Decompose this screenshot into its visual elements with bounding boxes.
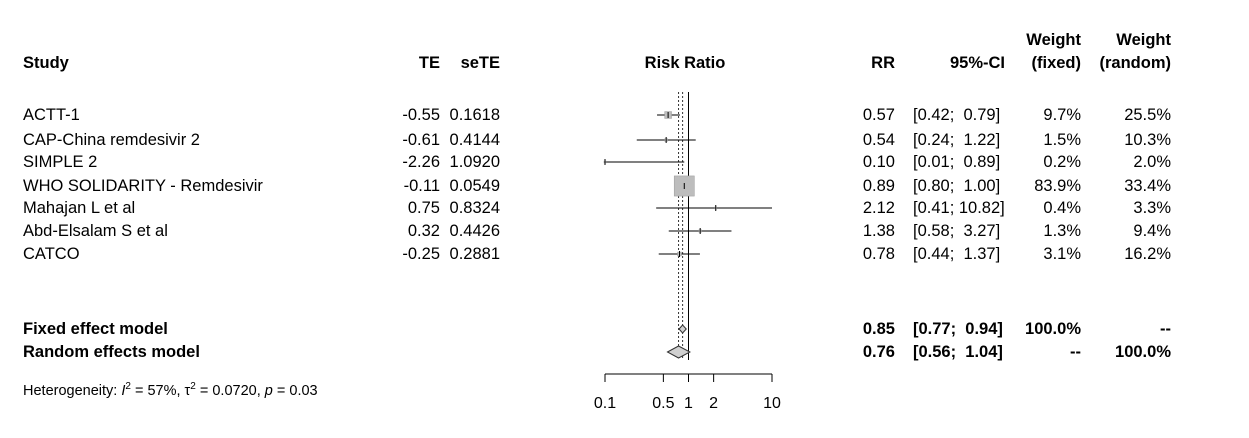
summaries-1-wr: 100.0% [1115, 343, 1171, 361]
studies-2-wf: 0.2% [1043, 153, 1081, 171]
studies-4-sete: 0.8324 [449, 199, 500, 217]
studies-1-ci: [0.24; 1.22] [913, 131, 1001, 149]
studies-3-ci: [0.80; 1.00] [913, 177, 1001, 195]
studies-4-wr: 3.3% [1133, 199, 1171, 217]
header-weight-random: Weight [1116, 31, 1171, 49]
studies-3-rr: 0.89 [862, 177, 895, 195]
studies-2-ci: [0.01; 0.89] [913, 153, 1001, 171]
summaries-1-ci: [0.56; 1.04] [913, 343, 1003, 361]
studies-0-wr: 25.5% [1124, 106, 1171, 124]
studies-3-te: -0.11 [403, 177, 440, 195]
header-weight-random-sub: (random) [1099, 54, 1172, 72]
studies-1-sete: 0.4144 [449, 131, 500, 149]
studies-5-ci: [0.58; 3.27] [913, 222, 1001, 240]
x-tick-label-0: 0.1 [594, 395, 616, 412]
studies-5-rr: 1.38 [862, 222, 895, 240]
studies-6-ci: [0.44; 1.37] [913, 245, 1001, 263]
studies-5-te: 0.32 [407, 222, 440, 240]
studies-4-rr: 2.12 [862, 199, 895, 217]
studies-1-rr: 0.54 [862, 131, 895, 149]
studies-5-sete: 0.4426 [449, 222, 500, 240]
summary-diamond-1 [666, 345, 691, 359]
studies-6-wr: 16.2% [1124, 245, 1171, 263]
studies-2-te: -2.26 [402, 153, 440, 171]
studies-1-wr: 10.3% [1124, 131, 1171, 149]
header-sete: seTE [460, 54, 500, 72]
studies-3-wr: 33.4% [1124, 177, 1171, 195]
studies-0-name: ACTT-1 [23, 106, 80, 124]
studies-6-name: CATCO [23, 245, 80, 263]
header-te: TE [418, 54, 440, 72]
studies-3-name: WHO SOLIDARITY - Remdesivir [23, 177, 263, 195]
studies-0-te: -0.55 [402, 106, 440, 124]
studies-6-wf: 3.1% [1043, 245, 1081, 263]
studies-6-rr: 0.78 [862, 245, 895, 263]
studies-4-name: Mahajan L et al [23, 199, 136, 217]
summaries-0-name: Fixed effect model [23, 320, 168, 338]
studies-4-te: 0.75 [407, 199, 440, 217]
x-tick-label-4: 10 [763, 395, 781, 412]
summaries-0-rr: 0.85 [862, 320, 895, 338]
studies-0-ci: [0.42; 0.79] [913, 106, 1001, 124]
studies-5-wf: 1.3% [1043, 222, 1081, 240]
studies-2-name: SIMPLE 2 [23, 153, 98, 171]
summaries-0-wr: -- [1160, 320, 1171, 338]
summaries-0-ci: [0.77; 0.94] [913, 320, 1003, 338]
summaries-1-name: Random effects model [23, 343, 200, 361]
summary-diamond-0 [678, 324, 687, 334]
studies-0-rr: 0.57 [862, 106, 895, 124]
studies-5-name: Abd-Elsalam S et al [23, 222, 168, 240]
studies-1-te: -0.61 [402, 131, 440, 149]
x-tick-label-2: 1 [684, 395, 693, 412]
studies-0-sete: 0.1618 [449, 106, 500, 124]
studies-5-wr: 9.4% [1133, 222, 1171, 240]
studies-1-wf: 1.5% [1043, 131, 1081, 149]
header-ci: 95%-CI [949, 54, 1005, 72]
summaries-1-wf: -- [1070, 343, 1081, 361]
studies-4-ci: [0.41; 10.82] [913, 199, 1005, 217]
studies-6-te: -0.25 [402, 245, 440, 263]
header-rr: RR [871, 54, 895, 72]
studies-6-sete: 0.2881 [449, 245, 500, 263]
header-plot: Risk Ratio [644, 54, 726, 72]
x-tick-label-3: 2 [709, 395, 718, 412]
summaries-0-wf: 100.0% [1025, 320, 1081, 338]
header-weight-fixed: Weight [1026, 31, 1081, 49]
header-study: Study [23, 54, 69, 72]
x-tick-label-1: 0.5 [652, 395, 674, 412]
studies-3-sete: 0.0549 [449, 177, 500, 195]
studies-0-wf: 9.7% [1043, 106, 1081, 124]
summaries-1-rr: 0.76 [862, 343, 895, 361]
studies-2-sete: 1.0920 [449, 153, 500, 171]
studies-2-wr: 2.0% [1133, 153, 1171, 171]
studies-2-rr: 0.10 [862, 153, 895, 171]
header-weight-fixed-sub: (fixed) [1031, 54, 1082, 72]
studies-3-wf: 83.9% [1034, 177, 1081, 195]
studies-1-name: CAP-China remdesivir 2 [23, 131, 200, 149]
studies-4-wf: 0.4% [1043, 199, 1081, 217]
heterogeneity-text: Heterogeneity: I2 = 57%, τ2 = 0.0720, p … [23, 381, 318, 399]
